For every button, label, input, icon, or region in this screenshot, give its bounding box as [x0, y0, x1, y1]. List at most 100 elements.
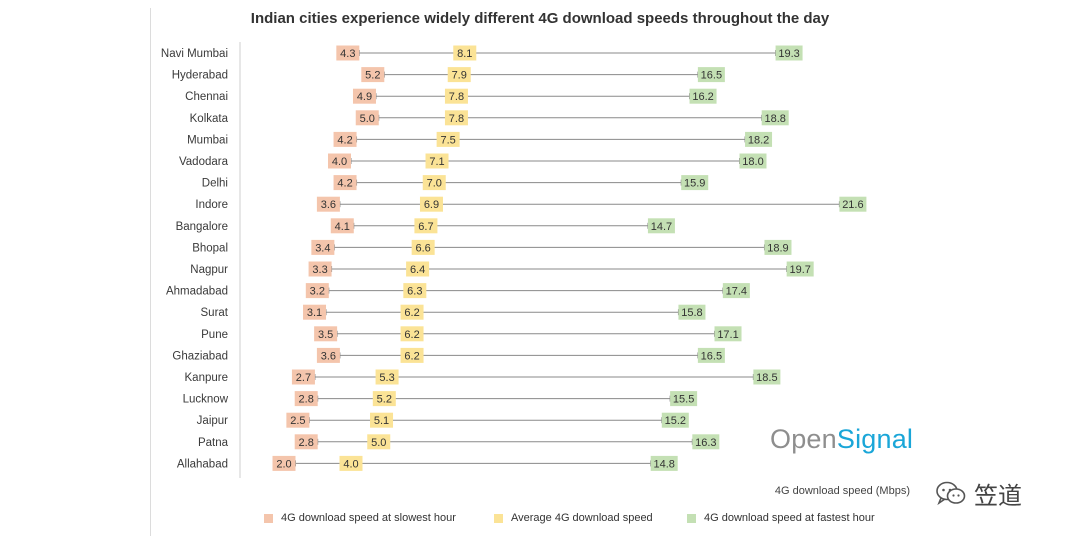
- value-box-average-navi-mumbai: [453, 45, 477, 61]
- value-label-average-ahmadabad: 6.3: [407, 286, 422, 298]
- value-label-average-lucknow: 5.2: [377, 394, 392, 406]
- city-label-allahabad: Allahabad: [177, 458, 228, 470]
- value-box-fastest-allahabad: [650, 455, 678, 471]
- value-box-average-delhi: [422, 175, 446, 191]
- value-label-slowest-kolkata: 5.0: [360, 113, 375, 125]
- value-box-average-mumbai: [436, 131, 460, 147]
- value-box-slowest-hyderabad: [361, 67, 385, 83]
- value-box-average-allahabad: [339, 455, 363, 471]
- value-label-slowest-hyderabad: 5.2: [365, 70, 380, 82]
- value-label-fastest-chennai: 16.2: [692, 91, 713, 103]
- value-label-fastest-nagpur: 19.7: [789, 264, 810, 276]
- city-label-kolkata: Kolkata: [190, 113, 229, 125]
- value-box-average-pune: [400, 326, 424, 342]
- value-label-fastest-surat: 15.8: [681, 307, 702, 319]
- value-label-fastest-lucknow: 15.5: [673, 394, 694, 406]
- value-label-slowest-navi-mumbai: 4.3: [340, 48, 355, 60]
- value-label-fastest-vadodara: 18.0: [742, 156, 763, 168]
- value-box-fastest-lucknow: [670, 391, 698, 407]
- value-box-slowest-nagpur: [308, 261, 332, 277]
- value-box-slowest-indore: [316, 196, 340, 212]
- value-label-average-bhopal: 6.6: [416, 242, 431, 254]
- value-box-slowest-vadodara: [328, 153, 351, 169]
- value-box-fastest-pune: [714, 326, 742, 342]
- value-box-average-jaipur: [370, 412, 394, 428]
- value-box-fastest-ghaziabad: [697, 347, 725, 363]
- value-label-fastest-jaipur: 15.2: [665, 415, 686, 427]
- legend-item-slowest: 4G download speed at slowest hour: [264, 512, 456, 524]
- value-box-fastest-chennai: [689, 88, 717, 104]
- legend-item-average: Average 4G download speed: [494, 512, 653, 524]
- value-label-fastest-ahmadabad: 17.4: [726, 286, 747, 298]
- city-label-bhopal: Bhopal: [192, 242, 228, 254]
- value-label-average-surat: 6.2: [404, 307, 419, 319]
- value-box-slowest-pune: [314, 326, 338, 342]
- value-box-slowest-surat: [303, 304, 327, 320]
- city-label-nagpur: Nagpur: [190, 264, 228, 276]
- legend-item-fastest: 4G download speed at fastest hour: [687, 512, 875, 524]
- value-label-average-kolkata: 7.8: [449, 113, 464, 125]
- value-label-fastest-allahabad: 14.8: [653, 458, 674, 470]
- value-label-average-navi-mumbai: 8.1: [457, 48, 472, 60]
- value-box-fastest-hyderabad: [697, 67, 725, 83]
- value-label-slowest-surat: 3.1: [307, 307, 322, 319]
- value-box-average-nagpur: [406, 261, 430, 277]
- value-box-average-surat: [400, 304, 424, 320]
- city-label-lucknow: Lucknow: [183, 394, 229, 406]
- value-box-average-lucknow: [372, 391, 396, 407]
- x-axis-label: 4G download speed (Mbps): [774, 485, 910, 497]
- value-box-average-chennai: [444, 88, 468, 104]
- value-box-slowest-navi-mumbai: [336, 45, 360, 61]
- value-box-slowest-bangalore: [330, 218, 354, 234]
- city-label-ghaziabad: Ghaziabad: [172, 350, 228, 362]
- value-box-fastest-navi-mumbai: [775, 45, 803, 61]
- value-label-average-pune: 6.2: [404, 329, 419, 341]
- city-label-hyderabad: Hyderabad: [172, 70, 228, 82]
- value-label-average-allahabad: 4.0: [343, 458, 358, 470]
- city-label-indore: Indore: [195, 199, 228, 211]
- value-label-slowest-bangalore: 4.1: [335, 221, 350, 233]
- value-label-slowest-ghaziabad: 3.6: [321, 350, 336, 362]
- value-label-average-nagpur: 6.4: [410, 264, 425, 276]
- value-label-fastest-navi-mumbai: 19.3: [778, 48, 799, 60]
- city-label-jaipur: Jaipur: [197, 415, 228, 427]
- value-label-average-delhi: 7.0: [427, 178, 442, 190]
- city-label-pune: Pune: [201, 329, 228, 341]
- value-label-slowest-vadodara: 4.0: [332, 156, 347, 168]
- city-label-patna: Patna: [198, 437, 229, 449]
- value-label-average-bangalore: 6.7: [418, 221, 433, 233]
- value-box-average-bangalore: [414, 218, 438, 234]
- value-label-fastest-patna: 16.3: [695, 437, 716, 449]
- value-box-slowest-patna: [294, 434, 318, 450]
- value-box-average-bhopal: [411, 239, 435, 255]
- value-label-fastest-indore: 21.6: [842, 199, 863, 211]
- value-box-average-kolkata: [444, 110, 468, 126]
- value-box-fastest-mumbai: [745, 131, 773, 147]
- value-label-fastest-bangalore: 14.7: [651, 221, 672, 233]
- legend-label-slowest: 4G download speed at slowest hour: [281, 512, 456, 524]
- watermark-text: 笠道: [974, 482, 1022, 510]
- value-box-average-kanpure: [375, 369, 399, 385]
- value-label-slowest-delhi: 4.2: [337, 178, 352, 190]
- value-box-slowest-ahmadabad: [305, 283, 329, 299]
- value-box-average-ahmadabad: [403, 283, 427, 299]
- wechat-watermark: 笠道: [936, 476, 1022, 511]
- value-label-average-patna: 5.0: [371, 437, 386, 449]
- value-box-fastest-bangalore: [647, 218, 675, 234]
- value-box-fastest-nagpur: [786, 261, 814, 277]
- legend-swatch-average: [494, 513, 503, 523]
- value-label-average-hyderabad: 7.9: [452, 70, 467, 82]
- value-box-average-ghaziabad: [400, 347, 424, 363]
- value-label-fastest-bhopal: 18.9: [767, 242, 788, 254]
- city-label-mumbai: Mumbai: [187, 134, 228, 146]
- value-label-slowest-ahmadabad: 3.2: [310, 286, 325, 298]
- value-label-slowest-pune: 3.5: [318, 329, 333, 341]
- value-box-fastest-ahmadabad: [722, 283, 750, 299]
- legend-label-average: Average 4G download speed: [511, 512, 653, 524]
- value-box-fastest-patna: [692, 434, 720, 450]
- value-label-fastest-hyderabad: 16.5: [701, 70, 722, 82]
- value-label-fastest-kolkata: 18.8: [764, 113, 785, 125]
- value-box-slowest-jaipur: [286, 412, 310, 428]
- value-label-fastest-mumbai: 18.2: [748, 134, 769, 146]
